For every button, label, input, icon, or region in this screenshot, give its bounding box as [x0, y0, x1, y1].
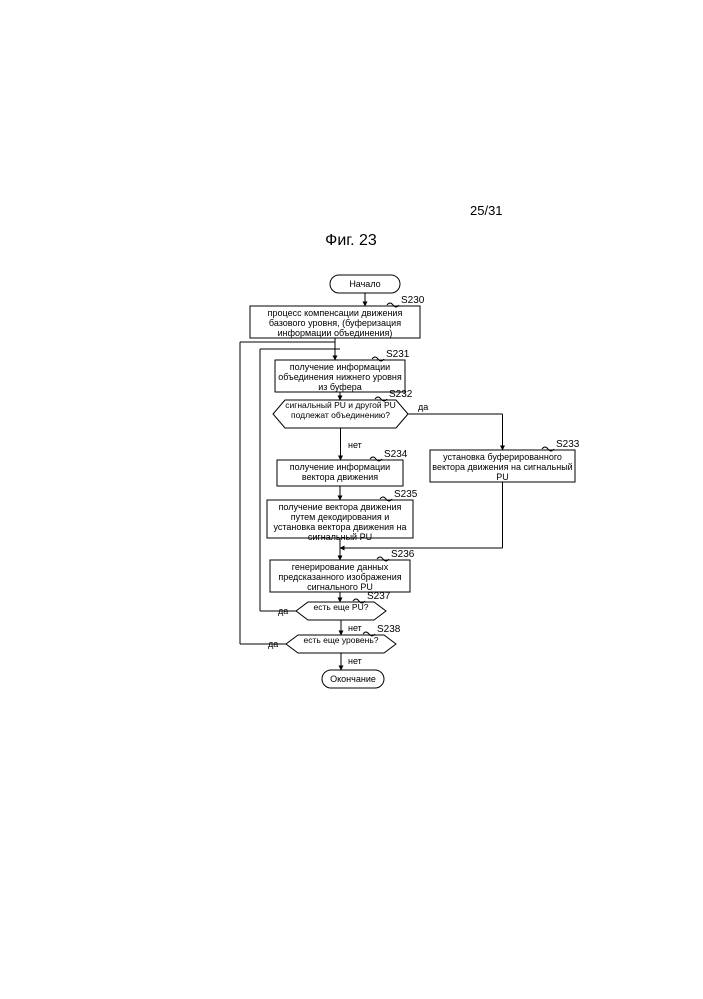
svg-text:S235: S235: [394, 489, 418, 500]
svg-text:S234: S234: [384, 449, 408, 460]
figure-title: Фиг. 23: [325, 232, 377, 249]
svg-text:S238: S238: [377, 624, 401, 635]
edge-label: нет: [348, 440, 362, 450]
svg-text:S237: S237: [367, 591, 391, 602]
svg-text:S230: S230: [401, 295, 425, 306]
edge-label: нет: [348, 656, 362, 666]
page-number: 25/31: [470, 203, 503, 218]
edge-label: нет: [348, 623, 362, 633]
edge-label: да: [278, 606, 288, 616]
svg-text:S232: S232: [389, 389, 413, 400]
svg-text:Начало: Начало: [349, 279, 380, 289]
edge-label: да: [268, 639, 278, 649]
svg-text:S231: S231: [386, 349, 410, 360]
svg-text:Окончание: Окончание: [330, 674, 376, 684]
svg-text:S236: S236: [391, 549, 415, 560]
svg-text:S233: S233: [556, 439, 580, 450]
edge-label: да: [418, 402, 428, 412]
